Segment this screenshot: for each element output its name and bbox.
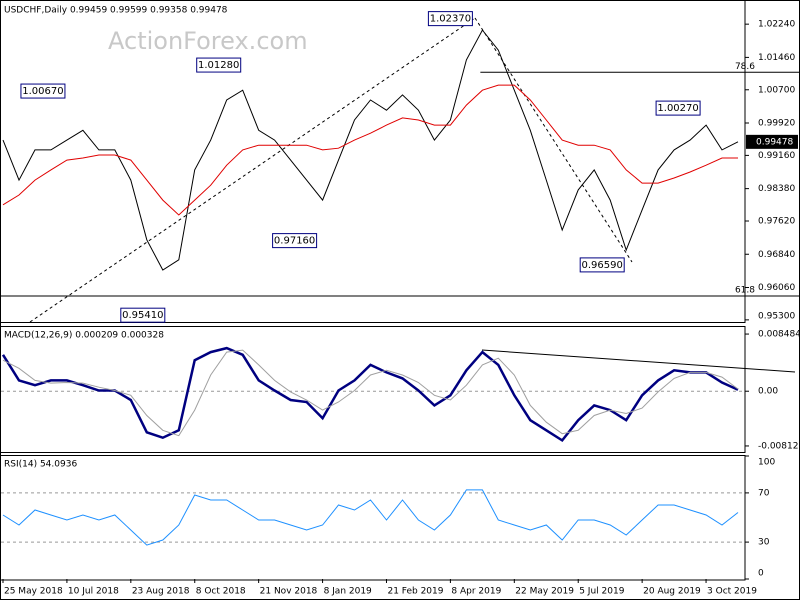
series-line <box>1 346 739 443</box>
annotation-label: 1.00670 <box>22 86 63 97</box>
annotation-box <box>655 100 701 116</box>
x-tick-label: 21 Feb 2019 <box>387 587 443 597</box>
y-tick-label: 0.98380 <box>758 184 795 194</box>
last-price-label: 0.99478 <box>756 137 793 147</box>
y-tick-label: 0.96840 <box>758 250 795 260</box>
macd-trend-line <box>481 349 796 373</box>
y-tick-label: 1.01460 <box>758 53 795 63</box>
annotation-label: 1.02370 <box>430 14 471 25</box>
y-tick-label: 100 <box>758 458 775 468</box>
x-tick-label: 5 Jul 2019 <box>579 587 624 597</box>
annotation-box <box>272 233 318 249</box>
series-line <box>2 29 739 271</box>
annotation-box <box>196 57 242 73</box>
annotation-label: 0.97160 <box>274 236 315 247</box>
y-tick-label: 1.02240 <box>758 20 795 30</box>
x-tick-label: 8 Jan 2019 <box>324 587 372 597</box>
x-tick-label: 20 Aug 2019 <box>643 587 701 597</box>
x-tick-label: 8 Oct 2018 <box>196 587 246 597</box>
trend-line <box>474 17 633 263</box>
y-tick-label: 0 <box>758 569 764 579</box>
annotation-label: 0.95410 <box>122 310 163 321</box>
y-tick-label: 0.00 <box>758 387 778 397</box>
panel-title: RSI(14) 54.0936 <box>4 460 77 470</box>
series-line <box>2 349 739 437</box>
x-tick-label: 8 Apr 2019 <box>451 587 501 597</box>
last-price-box <box>746 134 798 149</box>
price-panel <box>0 0 746 323</box>
y-tick-label: 0.99920 <box>758 119 795 129</box>
annotation-label: 1.01280 <box>198 60 239 71</box>
x-tick-label: 21 Nov 2018 <box>260 587 318 597</box>
rsi-panel <box>0 455 746 581</box>
y-tick-label: 0.99160 <box>758 151 795 161</box>
annotation-box <box>120 307 166 323</box>
annotation-box <box>579 257 625 273</box>
y-tick-label: 0.95300 <box>758 312 795 322</box>
series-line <box>2 84 738 216</box>
macd-panel <box>0 326 746 453</box>
fib-label: 61.8 <box>735 286 755 296</box>
annotation-box <box>20 83 66 99</box>
y-tick-label: 70 <box>758 488 770 498</box>
y-tick-label: 30 <box>758 538 770 548</box>
y-tick-label: 0.96060 <box>758 283 795 293</box>
y-tick-label: 0.008484 <box>758 330 800 340</box>
panel-title: USDCHF,Daily 0.99459 0.99599 0.99358 0.9… <box>4 6 228 16</box>
y-tick-label: -0.008123 <box>758 441 800 451</box>
annotation-box <box>427 11 473 27</box>
panel-title: MACD(12,26,9) 0.000209 0.000328 <box>4 331 164 341</box>
x-tick-label: 25 May 2018 <box>4 587 63 597</box>
annotation-label: 0.96590 <box>582 260 623 271</box>
x-tick-label: 3 Oct 2019 <box>707 587 757 597</box>
y-tick-label: 1.00700 <box>758 85 795 95</box>
fib-label: 78.6 <box>735 62 755 72</box>
series-line <box>2 489 739 546</box>
watermark: ActionForex.com <box>108 27 308 55</box>
x-tick-label: 23 Aug 2018 <box>132 587 190 597</box>
y-tick-label: 0.97620 <box>758 217 795 227</box>
annotation-label: 1.00270 <box>657 103 698 114</box>
x-tick-label: 10 Jul 2018 <box>68 587 119 597</box>
x-tick-label: 22 May 2019 <box>515 587 574 597</box>
